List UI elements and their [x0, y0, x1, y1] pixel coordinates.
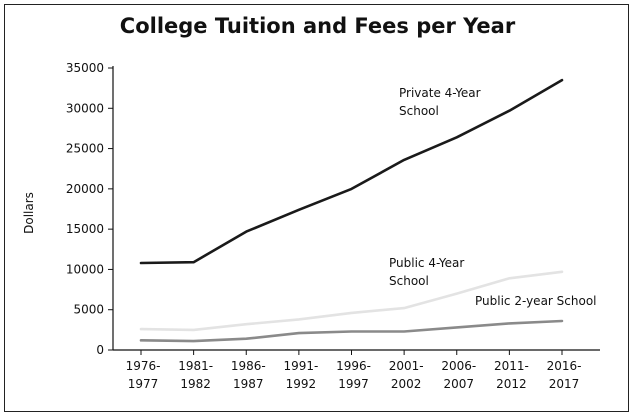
series-label-private-4-year-school: Private 4-Year: [399, 86, 481, 100]
x-tick-label: 1997: [338, 377, 369, 391]
y-tick-label: 0: [96, 343, 104, 357]
x-tick-label: 1991-: [283, 359, 318, 373]
x-tick-label: 2007: [443, 377, 474, 391]
y-tick-label: 25000: [66, 142, 104, 156]
x-tick-label: 1977: [128, 377, 159, 391]
x-tick-label: 2011-: [494, 359, 529, 373]
series-line-public-2-year-school: [139, 319, 564, 343]
x-tick-label: 1976-: [126, 359, 161, 373]
y-tick-label: 20000: [66, 182, 104, 196]
x-tick-label: 1981-: [178, 359, 213, 373]
y-tick-label: 35000: [66, 61, 104, 75]
x-tick-label: 2001-: [389, 359, 424, 373]
x-tick-label: 2006-: [441, 359, 476, 373]
y-axis-label: Dollars: [22, 192, 36, 234]
y-tick-label: 5000: [73, 303, 104, 317]
y-tick-label: 10000: [66, 262, 104, 276]
x-tick-label: 2017: [549, 377, 580, 391]
series-line-public-4-year-school: [139, 270, 564, 332]
series-label-private-4-year-school: School: [399, 104, 439, 118]
series-label-public-2-year-school: Public 2-year School: [475, 294, 597, 308]
y-tick-label: 15000: [66, 222, 104, 236]
x-tick-label: 2012: [496, 377, 527, 391]
chart-frame: [4, 4, 629, 412]
x-tick-label: 1986-: [231, 359, 266, 373]
x-tick-label: 2016-: [547, 359, 582, 373]
x-tick-label: 1982: [180, 377, 211, 391]
chart-title: College Tuition and Fees per Year: [119, 14, 516, 38]
series-label-public-4-year-school: Public 4-Year: [389, 256, 464, 270]
y-tick-label: 30000: [66, 101, 104, 115]
series-line-private-4-year-school: [139, 78, 564, 265]
series-label-public-4-year-school: School: [389, 274, 429, 288]
x-tick-label: 1987: [233, 377, 264, 391]
x-tick-label: 2002: [391, 377, 422, 391]
x-tick-label: 1992: [286, 377, 317, 391]
x-tick-label: 1996-: [336, 359, 371, 373]
